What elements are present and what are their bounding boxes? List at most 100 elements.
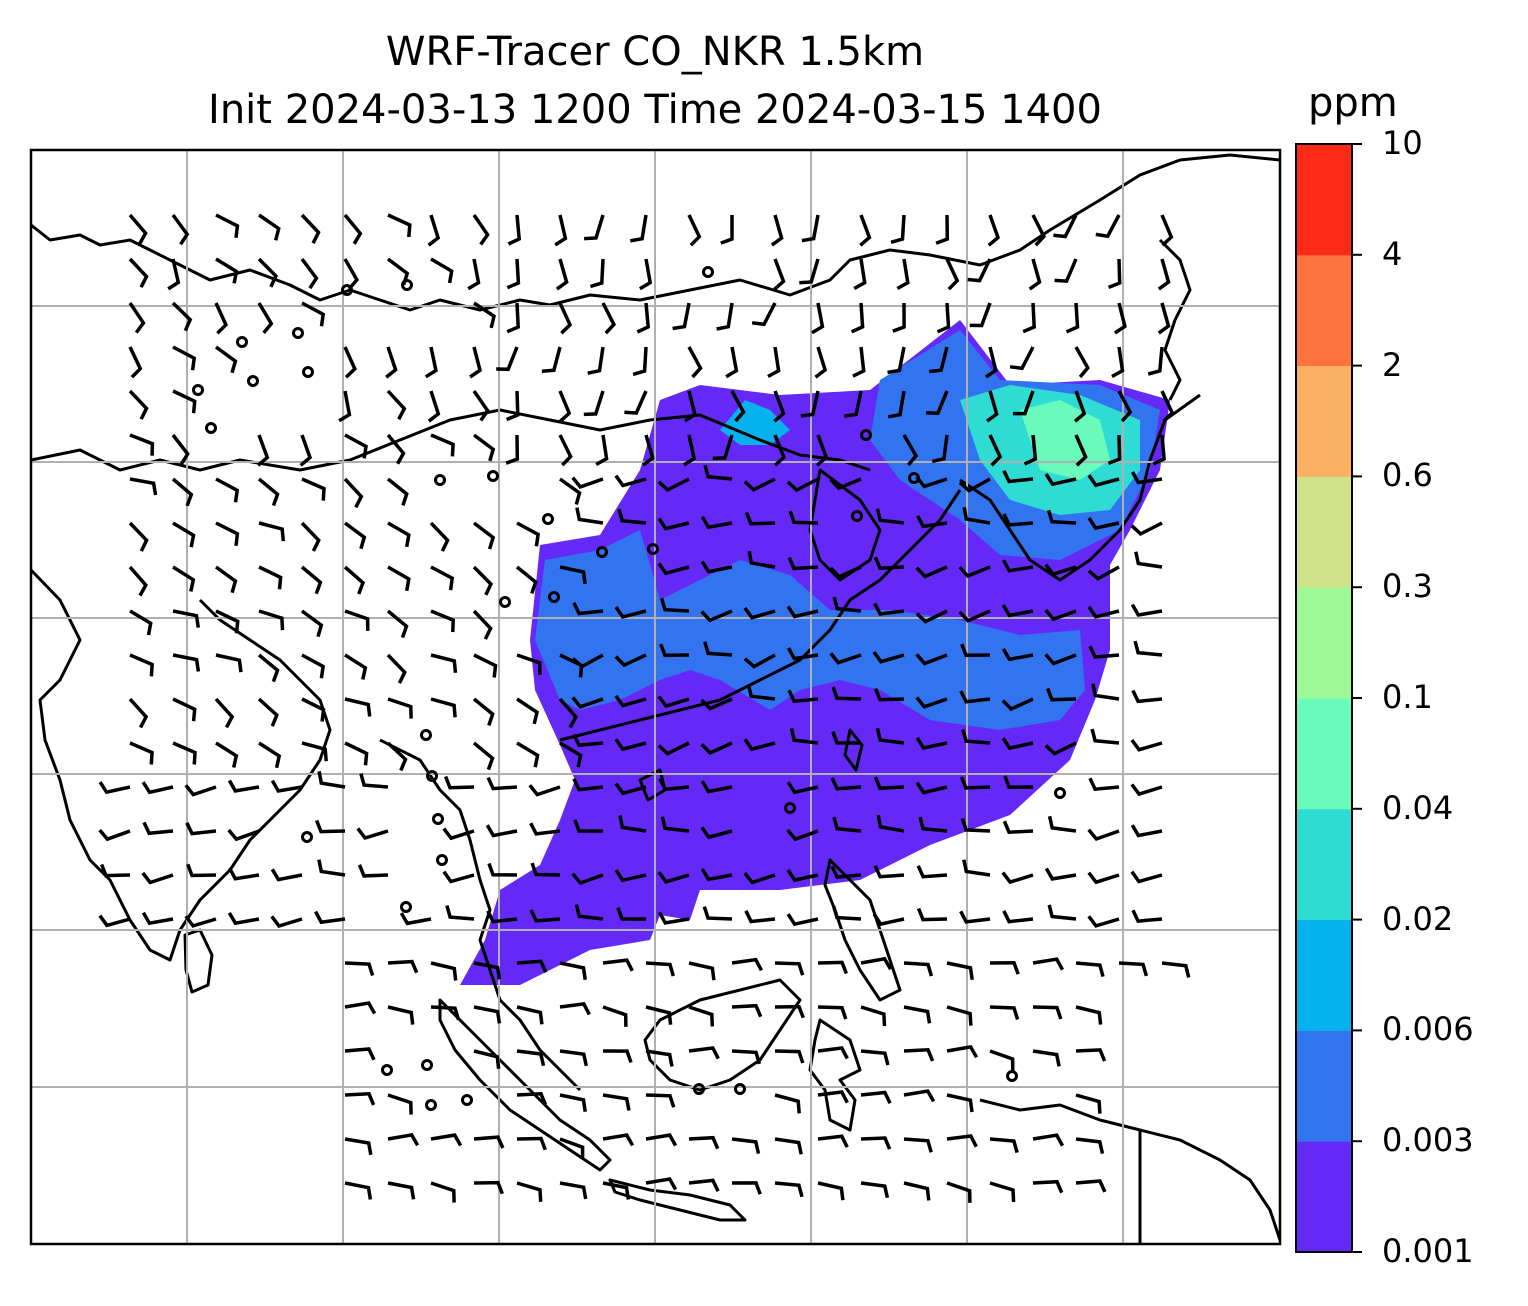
- wind-barb: [903, 1137, 933, 1153]
- colorbar-tick-label: 4: [1382, 234, 1403, 273]
- wind-barb: [1032, 1049, 1061, 1067]
- calm-wind-marker: [302, 366, 314, 378]
- wind-barb: [915, 696, 948, 709]
- wind-barb: [1045, 687, 1077, 702]
- wind-barb: [657, 477, 690, 493]
- wind-barb: [1075, 1093, 1102, 1114]
- wind-barb: [430, 653, 458, 673]
- wind-barb: [516, 1049, 546, 1067]
- wind-barb: [529, 822, 561, 836]
- calm-wind-marker: [434, 474, 446, 486]
- wind-barb: [903, 1089, 936, 1103]
- coastline-indochina: [379, 738, 582, 1092]
- wind-barb: [516, 697, 539, 725]
- wind-barb: [472, 565, 494, 596]
- wind-barb: [257, 653, 280, 683]
- wind-barb: [786, 477, 819, 493]
- wind-barb: [1075, 961, 1105, 978]
- wind-barb: [430, 433, 455, 457]
- wind-barb: [1090, 728, 1120, 745]
- calm-wind-marker: [420, 729, 432, 741]
- wind-barb: [1133, 640, 1163, 657]
- wind-barb: [357, 864, 389, 878]
- wind-barb: [1031, 214, 1047, 247]
- wind-barb: [344, 609, 370, 631]
- wind-barb: [172, 653, 201, 672]
- calm-wind-marker: [205, 422, 217, 434]
- wind-barb: [639, 258, 653, 291]
- wind-barb: [172, 345, 197, 371]
- wind-barb: [946, 961, 974, 981]
- wind-barb: [936, 302, 951, 334]
- colorbar-swatch: [1296, 254, 1352, 367]
- wind-barb: [167, 258, 181, 291]
- wind-barb: [583, 390, 605, 417]
- wind-barb: [258, 609, 285, 631]
- wind-barb: [574, 904, 604, 921]
- wind-barb: [1003, 775, 1034, 789]
- wind-barb: [572, 778, 604, 792]
- calm-wind-marker: [425, 1099, 437, 1111]
- wind-barb: [516, 1005, 544, 1025]
- wind-barb: [688, 1135, 720, 1150]
- wind-barb: [774, 1049, 805, 1064]
- wind-barb: [1044, 653, 1077, 666]
- wind-barb: [1044, 741, 1077, 756]
- wind-barb: [700, 868, 733, 882]
- colorbar-swatch: [1296, 476, 1352, 588]
- wind-barb: [442, 827, 475, 841]
- wind-barb: [128, 213, 148, 245]
- wind-barb: [1088, 777, 1120, 792]
- calm-wind-marker: [647, 543, 659, 555]
- wind-barb: [743, 738, 776, 752]
- wind-barb: [473, 653, 498, 678]
- wind-barb: [989, 1005, 1020, 1021]
- wind-barb: [555, 258, 569, 291]
- wind-barb: [873, 687, 905, 702]
- wind-barb: [528, 784, 561, 797]
- wind-barb: [860, 956, 893, 971]
- wind-barb: [1160, 390, 1175, 423]
- wind-barb: [1047, 904, 1077, 921]
- wind-barb: [1160, 214, 1174, 247]
- wind-barb: [387, 1005, 415, 1025]
- wind-barb: [387, 565, 411, 592]
- coastline-new-guinea: [979, 1098, 1280, 1244]
- wind-barb: [338, 390, 352, 423]
- plot-title-line2: Init 2024-03-13 1200 Time 2024-03-15 140…: [208, 87, 1102, 133]
- wind-barb: [703, 641, 733, 657]
- wind-barb: [747, 550, 776, 569]
- wind-barb: [817, 1181, 845, 1201]
- wind-barb: [915, 475, 948, 489]
- wind-barb: [872, 913, 905, 927]
- wind-barb: [774, 1093, 801, 1114]
- wind-barb: [445, 905, 475, 921]
- wind-barb: [969, 302, 992, 328]
- wind-barb: [786, 781, 819, 795]
- wind-barb: [359, 773, 389, 789]
- wind-barb: [617, 508, 647, 525]
- wind-barb: [387, 1132, 420, 1147]
- wind-barb: [1012, 390, 1035, 416]
- wind-barb: [1130, 824, 1163, 838]
- wind-barb: [300, 565, 323, 595]
- wind-barb: [429, 521, 450, 552]
- wind-barb: [1001, 648, 1034, 662]
- wind-barb: [386, 477, 409, 506]
- calm-wind-marker: [432, 813, 444, 825]
- wind-barb: [789, 728, 819, 745]
- wind-barb: [989, 1137, 1019, 1154]
- wind-barb: [185, 822, 217, 836]
- wind-barb: [516, 959, 548, 974]
- colorbar-tick-label: 0.04: [1382, 788, 1454, 827]
- wind-barb: [270, 915, 303, 929]
- wind-barb: [657, 695, 690, 709]
- wind-barb: [887, 390, 906, 419]
- wind-barb: [645, 1177, 678, 1191]
- wind-barb: [657, 562, 690, 576]
- wind-barb: [602, 1133, 635, 1147]
- wind-barb: [215, 213, 240, 239]
- wind-barb: [430, 1005, 461, 1021]
- calm-wind-marker: [236, 336, 248, 348]
- wind-barb: [472, 433, 496, 462]
